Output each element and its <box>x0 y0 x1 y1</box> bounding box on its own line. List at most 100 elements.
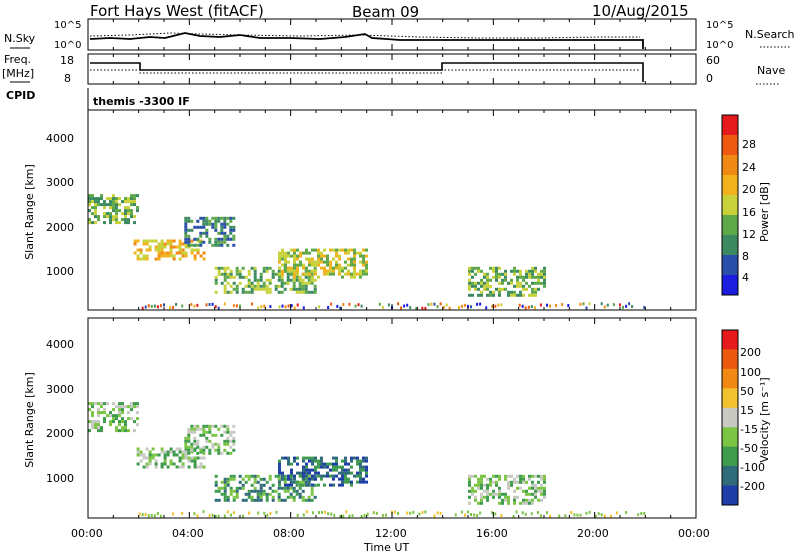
echo-cell <box>292 489 296 493</box>
echo-cell <box>151 456 155 460</box>
echo-cell <box>124 405 127 409</box>
echo-cell <box>292 278 296 282</box>
echo-cell <box>268 477 272 481</box>
velocity-ytick-2000: 2000 <box>46 427 74 440</box>
echo-cell <box>531 492 534 496</box>
echo-cell <box>169 239 173 243</box>
echo-cell <box>278 272 281 276</box>
echo-cell <box>214 219 218 223</box>
echo-cell <box>220 240 224 244</box>
echo-cell <box>250 284 254 288</box>
echo-cell <box>235 266 239 270</box>
x-tick-0000: 00:00 <box>71 527 103 540</box>
ground-scatter-cell <box>345 510 348 514</box>
echo-cell <box>208 439 212 443</box>
echo-cell <box>513 284 516 288</box>
echo-cell <box>187 427 191 431</box>
power-colorbar-label: Power [dB] <box>758 182 771 242</box>
echo-cell <box>256 287 260 291</box>
nsky-trace <box>89 32 644 49</box>
ground-scatter-cell <box>430 302 433 306</box>
echo-cell <box>214 442 218 446</box>
ground-scatter-cell <box>406 303 409 307</box>
echo-cell <box>148 245 152 249</box>
ground-scatter-cell <box>181 511 184 515</box>
echo-cell <box>299 254 302 258</box>
echo-cell <box>187 237 191 241</box>
echo-cell <box>492 480 495 484</box>
echo-cell <box>347 272 350 276</box>
echo-cell <box>214 243 218 247</box>
ground-scatter-cell <box>235 304 238 308</box>
ground-scatter-cell <box>375 511 378 515</box>
echo-cell <box>160 248 164 252</box>
echo-cell <box>97 203 100 207</box>
echo-cell <box>353 260 356 264</box>
ground-scatter-cell <box>141 513 144 517</box>
echo-cell <box>259 483 263 487</box>
echo-cell <box>247 269 251 273</box>
echo-cell <box>127 206 130 210</box>
colorbar-swatch <box>722 255 738 276</box>
echo-cell <box>109 218 112 222</box>
echo-cell <box>220 228 224 232</box>
colorbar-swatch <box>722 388 738 409</box>
echo-cell <box>190 456 194 460</box>
echo-cell <box>304 498 308 502</box>
echo-cell <box>91 200 94 204</box>
ground-scatter-cell <box>400 306 403 310</box>
echo-cell <box>329 263 332 267</box>
echo-cell <box>313 266 317 270</box>
echo-cell <box>217 243 221 247</box>
echo-cell <box>468 266 471 270</box>
echo-cell <box>229 430 233 434</box>
ground-scatter-cell <box>394 510 396 514</box>
echo-cell <box>531 290 534 294</box>
echo-cell <box>359 465 362 469</box>
echo-cell <box>271 483 275 487</box>
echo-cell <box>289 477 293 481</box>
echo-cell <box>483 495 486 499</box>
ground-scatter-cell <box>190 303 193 306</box>
echo-cell <box>184 450 188 454</box>
echo-cell <box>495 474 498 478</box>
echo-cell <box>214 237 218 241</box>
echo-cell <box>241 477 245 481</box>
echo-cell <box>359 459 362 463</box>
echo-cell <box>247 290 251 294</box>
echo-cell <box>471 486 474 490</box>
echo-cell <box>284 269 287 273</box>
echo-cell <box>298 278 302 282</box>
echo-cell <box>124 209 127 213</box>
echo-cell <box>202 257 206 261</box>
echo-cell <box>112 414 115 418</box>
echo-cell <box>97 411 100 415</box>
ground-scatter-cell <box>278 305 281 309</box>
echo-cell <box>211 442 215 446</box>
echo-cell <box>323 260 326 264</box>
echo-cell <box>498 489 501 493</box>
ground-scatter-cell <box>521 511 524 515</box>
echo-cell <box>205 445 209 449</box>
echo-cell <box>202 433 206 437</box>
ground-scatter-cell <box>293 306 296 310</box>
echo-cell <box>483 284 486 288</box>
echo-cell <box>310 498 314 502</box>
echo-cell <box>302 459 305 463</box>
echo-cell <box>127 417 130 421</box>
echo-cell <box>94 423 97 427</box>
ground-scatter-cell <box>485 306 488 310</box>
ground-scatter-cell <box>463 513 466 517</box>
echo-cell <box>283 480 287 484</box>
echo-cell <box>235 492 239 496</box>
echo-cell <box>196 251 200 255</box>
echo-cell <box>353 456 356 460</box>
echo-cell <box>281 251 284 255</box>
echo-cell <box>226 216 230 220</box>
echo-cell <box>483 275 486 279</box>
echo-cell <box>525 287 528 291</box>
echo-cell <box>283 477 287 481</box>
echo-cell <box>187 451 191 455</box>
echo-cell <box>323 272 326 276</box>
